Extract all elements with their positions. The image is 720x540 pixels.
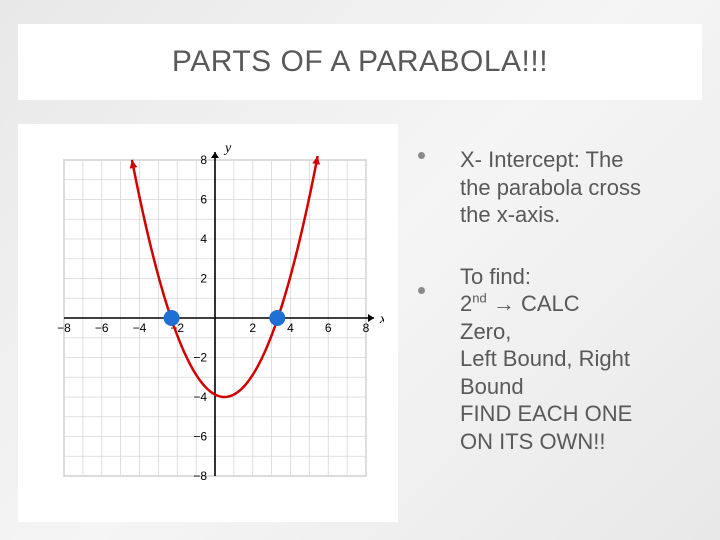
definition-text: X- Intercept: The the parabola cross the… [460,146,702,229]
bullet-icon [418,287,425,294]
bullet-icon [418,152,425,159]
bullet-column [418,124,440,522]
svg-text:4: 4 [200,232,207,246]
line: X- Intercept: The [460,147,623,172]
svg-text:2: 2 [249,321,256,335]
svg-text:8: 8 [363,321,370,335]
line: Bound [460,374,524,399]
svg-text:−4: −4 [193,390,207,404]
line: the x-axis. [460,202,560,227]
parabola-graph: −8−6−4−224682468−2−4−6−8xy [32,142,384,494]
svg-text:−2: −2 [193,351,207,365]
svg-text:8: 8 [200,153,207,167]
line: To find: [460,264,531,289]
instructions-text: To find: 2nd → CALC Zero, Left Bound, Ri… [460,263,702,456]
page-title: PARTS OF A PARABOLA!!! [172,45,548,79]
line: Zero, [460,319,511,344]
svg-text:6: 6 [200,193,207,207]
svg-text:4: 4 [287,321,294,335]
svg-text:−4: −4 [133,321,147,335]
svg-text:−8: −8 [193,469,207,483]
title-bar: PARTS OF A PARABOLA!!! [18,24,702,100]
text-column: X- Intercept: The the parabola cross the… [460,124,702,522]
svg-text:−6: −6 [95,321,109,335]
line: ON ITS OWN!! [460,429,605,454]
svg-text:x: x [379,312,384,327]
line: 2 [460,291,472,316]
line: the parabola cross [460,175,641,200]
line: FIND EACH ONE [460,401,632,426]
svg-text:−6: −6 [193,430,207,444]
superscript: nd [472,291,486,306]
svg-text:6: 6 [325,321,332,335]
svg-text:−8: −8 [57,321,71,335]
graph-panel: −8−6−4−224682468−2−4−6−8xy [18,124,398,522]
svg-text:y: y [223,142,232,156]
content-row: −8−6−4−224682468−2−4−6−8xy X- Intercept:… [18,124,702,522]
line: Left Bound, Right [460,346,630,371]
line: → CALC [487,291,580,316]
svg-text:2: 2 [200,272,207,286]
